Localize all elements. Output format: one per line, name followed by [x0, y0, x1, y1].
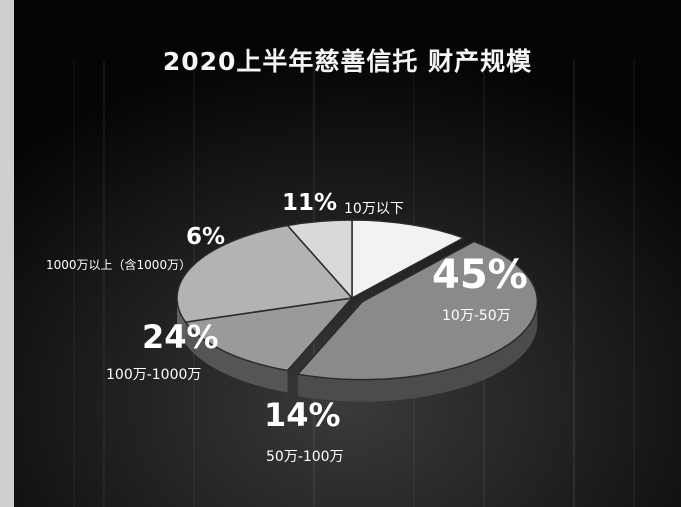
pie-slice-side: [177, 298, 186, 345]
pie-slices: [176, 219, 539, 402]
chart-title: 2020上半年慈善信托 财产规模: [162, 47, 533, 76]
data-label-percent: 14%: [264, 396, 341, 434]
data-label-percent: 6%: [186, 224, 226, 250]
data-label-category: 1000万以上（含1000万）: [46, 258, 192, 272]
data-label-category: 100万-1000万: [106, 367, 202, 383]
data-label-percent: 24%: [142, 318, 219, 356]
data-label-category: 10万-50万: [442, 308, 511, 324]
pie-slice: [296, 240, 539, 381]
pie-slice: [286, 219, 353, 300]
pie-slice: [351, 219, 466, 300]
pie-chart: [14, 0, 681, 507]
data-label-category: 50万-100万: [266, 449, 344, 465]
chart-frame: 2020上半年慈善信托 财产规模 11% 10万以下 45% 10万-50万 1…: [14, 0, 681, 507]
pie-slice-side: [297, 301, 538, 402]
data-label-percent: 45%: [432, 252, 528, 298]
data-label-percent: 11%: [282, 190, 338, 216]
data-label-category: 10万以下: [344, 201, 404, 217]
